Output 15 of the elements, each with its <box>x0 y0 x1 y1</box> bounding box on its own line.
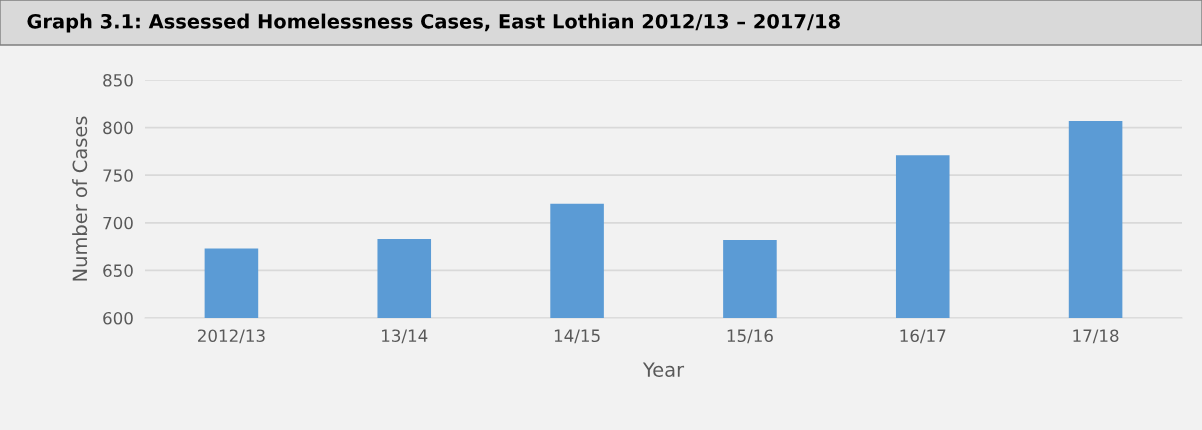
x-tick-label: 2012/13 <box>198 329 265 344</box>
x-tick-label: 14/15 <box>554 329 600 344</box>
y-tick-label: 650 <box>103 264 133 277</box>
chart-title: Graph 3.1: Assessed Homelessness Cases, East Lothian 2012/13 – 2017/18 <box>27 13 840 33</box>
y-tick-label: 800 <box>103 121 133 135</box>
y-tick-label: 600 <box>103 311 133 325</box>
x-tick-label: 17/18 <box>1073 329 1119 344</box>
y-axis-title: Number of Cases <box>72 116 88 281</box>
x-tick-label: 13/14 <box>382 329 428 344</box>
x-tick-label: 15/16 <box>727 329 773 344</box>
x-tick-label: 16/17 <box>900 329 946 344</box>
y-tick-label: 700 <box>103 216 133 230</box>
x-axis-title: Year <box>642 362 685 377</box>
y-tick-label: 750 <box>103 169 133 182</box>
y-tick-label: 850 <box>103 73 133 87</box>
